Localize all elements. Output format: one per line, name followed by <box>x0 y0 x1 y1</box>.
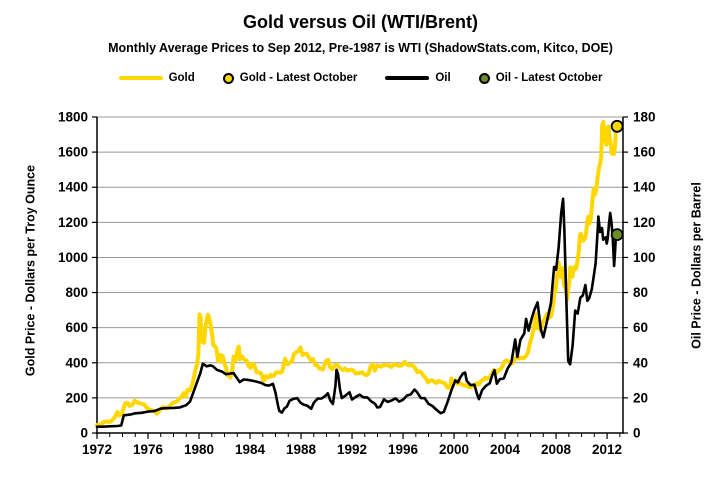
left-axis-tick-label: 1400 <box>58 180 88 195</box>
x-axis-tick-label: 1996 <box>388 442 419 457</box>
left-axis-tick-label: 800 <box>65 285 88 300</box>
legend-item-oil-latest-october: Oil - Latest October <box>478 72 603 84</box>
gold-line-swatch-icon <box>118 76 163 80</box>
oil-latest-october-marker <box>610 228 624 242</box>
legend-item-oil: Oil <box>385 72 451 84</box>
x-axis-tick-label: 2004 <box>490 442 521 457</box>
x-axis-tick-label: 1984 <box>235 442 266 457</box>
x-axis-tick-label: 1972 <box>82 442 112 457</box>
chart-legend: Gold Gold - Latest October Oil Oil - Lat… <box>0 72 721 84</box>
gold-marker-swatch-icon <box>222 72 234 84</box>
oil-series-line <box>95 197 618 429</box>
x-axis-tick-label: 1988 <box>286 442 317 457</box>
left-axis-tick-label: 1600 <box>58 145 88 160</box>
left-axis-tick-label: 0 <box>80 426 88 441</box>
legend-item-gold-latest-october: Gold - Latest October <box>222 72 358 84</box>
right-axis-tick-label: 0 <box>633 426 641 441</box>
gold-series-line <box>95 119 618 427</box>
x-axis-tick-label: 1980 <box>184 442 214 457</box>
left-axis-tick-label: 600 <box>65 320 88 335</box>
x-axis-tick-label: 1976 <box>133 442 164 457</box>
right-axis-tick-label: 60 <box>633 320 648 335</box>
left-axis-tick-label: 200 <box>65 390 88 405</box>
left-axis-tick-label: 1000 <box>58 250 88 265</box>
chart-subtitle: Monthly Average Prices to Sep 2012, Pre-… <box>108 41 613 55</box>
right-axis-tick-label: 120 <box>633 215 656 230</box>
oil-line-swatch-icon <box>385 76 430 80</box>
right-axis-tick-label: 140 <box>633 180 656 195</box>
legend-item-gold: Gold <box>118 72 195 84</box>
x-axis-tick-label: 2012 <box>592 442 622 457</box>
legend-label-gold-latest-october: Gold - Latest October <box>239 72 358 84</box>
oil-marker-swatch-icon <box>478 72 490 84</box>
x-axis-tick-label: 2000 <box>439 442 469 457</box>
left-axis-tick-label: 1200 <box>58 215 88 230</box>
right-axis-tick-label: 80 <box>633 285 648 300</box>
right-axis-tick-label: 180 <box>633 110 656 125</box>
right-axis-tick-label: 40 <box>633 355 648 370</box>
left-axis-tick-label: 400 <box>65 355 88 370</box>
chart-title: Gold versus Oil (WTI/Brent) <box>242 12 479 32</box>
right-axis-tick-label: 160 <box>633 145 656 160</box>
left-axis-tick-label: 1800 <box>58 110 88 125</box>
legend-label-oil-latest-october: Oil - Latest October <box>495 72 603 84</box>
x-axis-tick-label: 1992 <box>337 442 367 457</box>
legend-label-oil: Oil <box>435 72 451 84</box>
gold-latest-october-marker <box>610 119 624 133</box>
x-axis-tick-label: 2008 <box>541 442 572 457</box>
right-axis-tick-label: 20 <box>633 390 648 405</box>
right-axis-tick-label: 100 <box>633 250 656 265</box>
legend-label-gold: Gold <box>168 72 195 84</box>
